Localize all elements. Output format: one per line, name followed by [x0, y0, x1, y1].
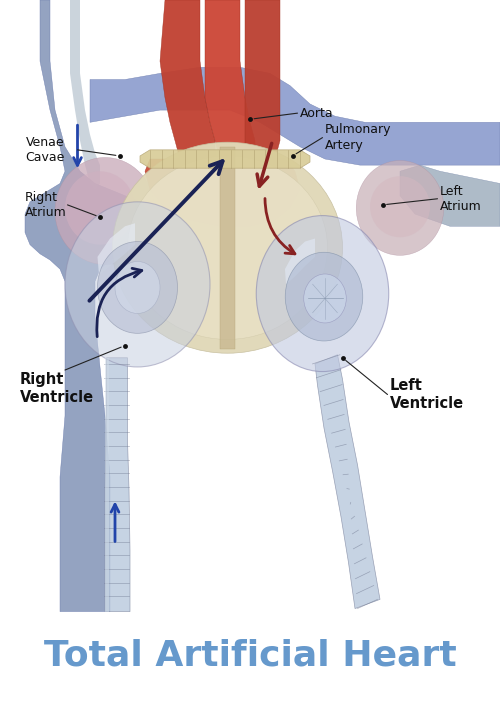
- Text: Pulmonary
Artery: Pulmonary Artery: [325, 123, 392, 152]
- Ellipse shape: [356, 160, 444, 255]
- Polygon shape: [140, 150, 310, 168]
- Ellipse shape: [128, 156, 328, 340]
- Polygon shape: [145, 159, 300, 226]
- Polygon shape: [90, 67, 500, 165]
- Text: Left
Atrium: Left Atrium: [440, 184, 482, 213]
- Text: Total Artificial Heart: Total Artificial Heart: [44, 638, 457, 673]
- Polygon shape: [98, 224, 135, 275]
- Polygon shape: [315, 355, 380, 609]
- Polygon shape: [285, 238, 315, 285]
- Polygon shape: [0, 0, 500, 612]
- Polygon shape: [205, 0, 255, 165]
- Ellipse shape: [304, 274, 346, 323]
- Ellipse shape: [65, 172, 135, 245]
- Polygon shape: [245, 0, 280, 165]
- Ellipse shape: [285, 252, 363, 341]
- Polygon shape: [220, 147, 235, 349]
- Ellipse shape: [55, 157, 155, 264]
- Polygon shape: [190, 183, 280, 220]
- Text: Right
Atrium: Right Atrium: [25, 191, 67, 219]
- Ellipse shape: [115, 262, 160, 314]
- Text: Left
Ventricle: Left Ventricle: [390, 378, 464, 411]
- Polygon shape: [105, 358, 130, 612]
- Text: Aorta: Aorta: [300, 107, 334, 120]
- Polygon shape: [400, 165, 500, 226]
- Polygon shape: [160, 0, 215, 165]
- Polygon shape: [70, 0, 100, 190]
- Text: Right
Ventricle: Right Ventricle: [20, 372, 94, 405]
- Ellipse shape: [256, 216, 389, 372]
- Ellipse shape: [112, 142, 342, 353]
- Polygon shape: [25, 0, 150, 612]
- Ellipse shape: [65, 202, 210, 367]
- Ellipse shape: [370, 176, 430, 238]
- Ellipse shape: [98, 242, 178, 333]
- Text: Venae
Cavae: Venae Cavae: [26, 136, 65, 164]
- Polygon shape: [105, 358, 109, 612]
